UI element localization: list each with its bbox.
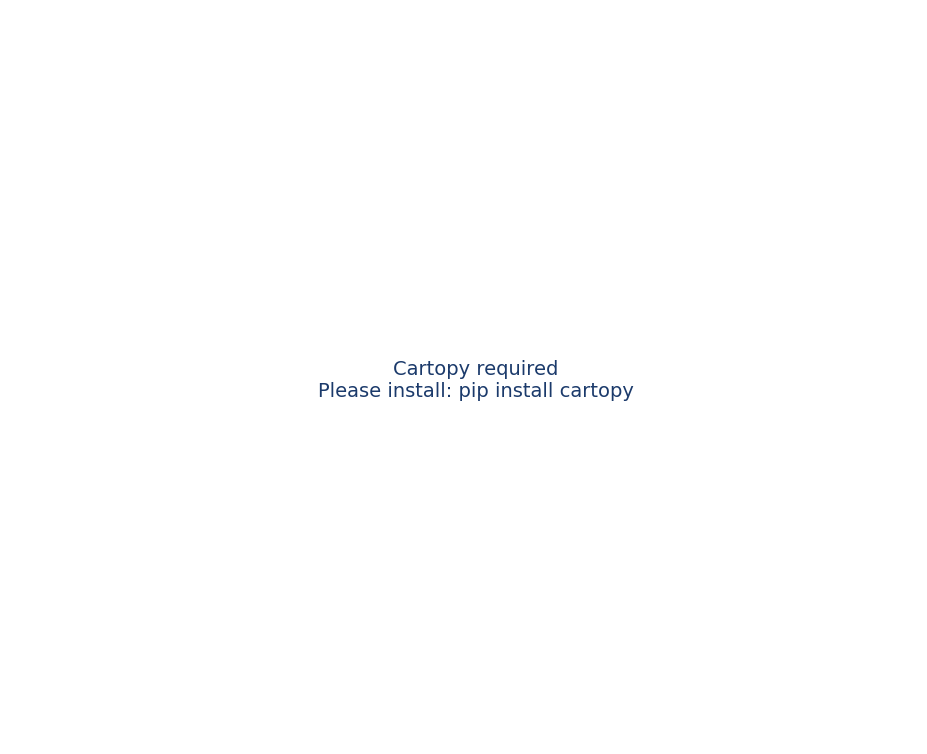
Text: Cartopy required
Please install: pip install cartopy: Cartopy required Please install: pip ins… <box>317 360 633 401</box>
